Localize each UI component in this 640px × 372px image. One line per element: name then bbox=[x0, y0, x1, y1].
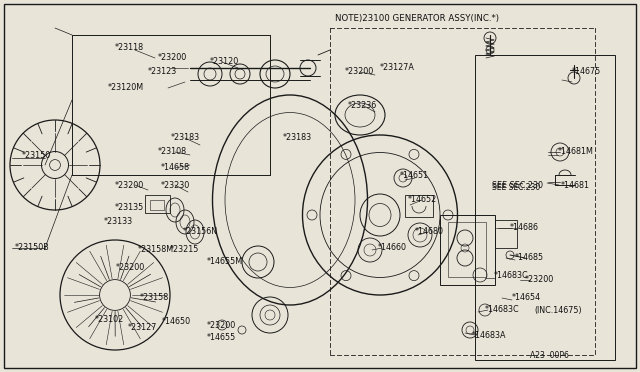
Bar bbox=[475, 55, 615, 360]
Text: *23150B: *23150B bbox=[15, 244, 50, 253]
Text: *14685: *14685 bbox=[515, 253, 544, 263]
Text: *23127: *23127 bbox=[128, 324, 157, 333]
Text: *14651: *14651 bbox=[400, 170, 429, 180]
Bar bbox=[440, 215, 495, 285]
Text: *14683C: *14683C bbox=[494, 270, 529, 279]
Text: *23183: *23183 bbox=[283, 134, 312, 142]
Text: *23200: *23200 bbox=[525, 276, 554, 285]
Text: *23150: *23150 bbox=[22, 151, 51, 160]
Text: *14675: *14675 bbox=[572, 67, 601, 77]
Text: *14683A: *14683A bbox=[472, 330, 506, 340]
Text: *23108: *23108 bbox=[158, 148, 187, 157]
Text: *23158M: *23158M bbox=[138, 246, 174, 254]
Text: NOTE)23100 GENERATOR ASSY(INC.*): NOTE)23100 GENERATOR ASSY(INC.*) bbox=[335, 13, 499, 22]
Text: *23183: *23183 bbox=[171, 134, 200, 142]
Text: *14681: *14681 bbox=[561, 180, 590, 189]
Text: *23200: *23200 bbox=[116, 263, 145, 273]
Text: *14683C: *14683C bbox=[485, 305, 520, 314]
Text: *14655M: *14655M bbox=[207, 257, 243, 266]
Text: *23120: *23120 bbox=[210, 58, 239, 67]
Text: *14655: *14655 bbox=[207, 334, 236, 343]
Text: A23  00P6: A23 00P6 bbox=[530, 352, 569, 360]
Text: *23200: *23200 bbox=[207, 321, 236, 330]
Bar bbox=[145, 195, 170, 213]
Text: *23200: *23200 bbox=[158, 54, 188, 62]
Text: *23127A: *23127A bbox=[380, 64, 415, 73]
Text: *23133: *23133 bbox=[104, 218, 133, 227]
Text: *23135: *23135 bbox=[115, 203, 144, 212]
Text: *23200: *23200 bbox=[115, 180, 144, 189]
Text: *14680: *14680 bbox=[415, 228, 444, 237]
Text: *14660: *14660 bbox=[378, 244, 407, 253]
Text: *23120M: *23120M bbox=[108, 83, 144, 93]
Text: *23236: *23236 bbox=[348, 100, 377, 109]
Text: *23200: *23200 bbox=[345, 67, 374, 77]
Text: *23158: *23158 bbox=[140, 294, 169, 302]
Text: *14686: *14686 bbox=[510, 224, 539, 232]
Bar bbox=[405, 195, 433, 217]
Text: *23215: *23215 bbox=[170, 246, 200, 254]
Text: SEE SEC.230: SEE SEC.230 bbox=[492, 183, 540, 192]
Text: *23156N: *23156N bbox=[183, 228, 218, 237]
Text: *23230: *23230 bbox=[161, 180, 190, 189]
Text: *14650: *14650 bbox=[162, 317, 191, 327]
Text: *23123: *23123 bbox=[148, 67, 177, 77]
Bar bbox=[150, 200, 164, 210]
Text: (INC.14675): (INC.14675) bbox=[534, 305, 582, 314]
Text: SEE SEC.230: SEE SEC.230 bbox=[492, 180, 543, 189]
Text: *14658: *14658 bbox=[161, 164, 190, 173]
Text: *14681M: *14681M bbox=[558, 148, 594, 157]
Text: *14654: *14654 bbox=[512, 294, 541, 302]
Bar bbox=[448, 222, 486, 277]
Text: *23118: *23118 bbox=[115, 44, 144, 52]
Bar bbox=[495, 220, 517, 248]
Text: *14652: *14652 bbox=[408, 196, 437, 205]
Text: *23102: *23102 bbox=[95, 315, 124, 324]
